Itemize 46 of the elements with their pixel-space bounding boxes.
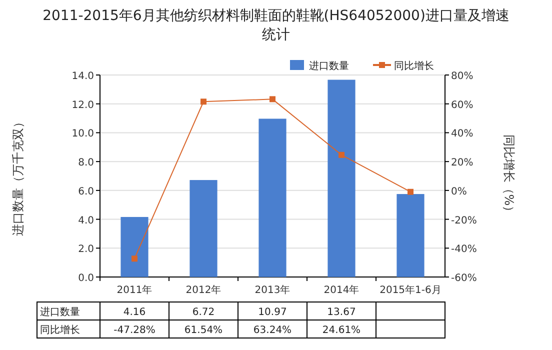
- x-tick-label: 2014年: [324, 284, 360, 296]
- data-label: -47.28%: [114, 325, 156, 336]
- x-tick-label: 2012年: [186, 284, 222, 296]
- y-tick-label: 4.0: [78, 215, 94, 226]
- y2-tick-label: -20%: [451, 215, 477, 226]
- text: 同比增长: [40, 325, 80, 336]
- data-label: 63.24%: [253, 325, 292, 336]
- bar: [120, 216, 148, 277]
- y2-tick-label: 80%: [451, 71, 474, 82]
- x-tick-label: 2013年: [254, 284, 290, 296]
- y2-tick-label: 0%: [451, 186, 467, 198]
- point: [270, 96, 276, 102]
- y-tick-label: 0.0: [78, 273, 94, 284]
- y2-axis-title: 同比增长（%）: [502, 134, 516, 218]
- data-label: 4.16: [123, 307, 146, 318]
- legend-label: 同比增长: [394, 60, 434, 72]
- y2-tick-label: 40%: [451, 128, 474, 140]
- bar: [258, 118, 286, 277]
- data-label: 24.61%: [322, 325, 361, 336]
- y-axis-title: 进口数量（万千克双）: [11, 116, 25, 236]
- x-tick-label: 2015年1-6月: [380, 284, 442, 296]
- y2-tick-label: -40%: [451, 244, 477, 256]
- y-tick-label: 2.0: [78, 244, 94, 256]
- data-label: 13.67: [327, 307, 356, 318]
- data-label: 10.97: [258, 307, 287, 318]
- data-label: 6.72: [192, 307, 215, 318]
- y-tick-label: 12.0: [72, 100, 94, 111]
- bar: [328, 80, 356, 277]
- bar: [190, 180, 218, 277]
- point: [132, 256, 138, 262]
- y2-tick-label: -60%: [451, 273, 477, 284]
- x-tick-label: 2011年: [116, 284, 152, 296]
- legend-label: 进口数量: [309, 60, 349, 72]
- text: 进口数量: [40, 307, 80, 318]
- point: [200, 98, 206, 105]
- data-label: 61.54%: [184, 325, 223, 336]
- chart-title: 2011-2015年6月其他纺织材料制鞋面的鞋靴(HS64052000)进口量及增速统计: [42, 8, 510, 43]
- point: [408, 188, 414, 195]
- y2-tick-label: 60%: [451, 100, 474, 111]
- y-tick-label: 8.0: [78, 158, 94, 169]
- y-tick-label: 6.0: [78, 186, 94, 198]
- y-tick-label: 10.0: [72, 128, 94, 140]
- y-tick-label: 14.0: [72, 71, 94, 82]
- point: [338, 152, 344, 158]
- bar: [396, 194, 424, 277]
- y2-tick-label: 20%: [451, 158, 474, 169]
